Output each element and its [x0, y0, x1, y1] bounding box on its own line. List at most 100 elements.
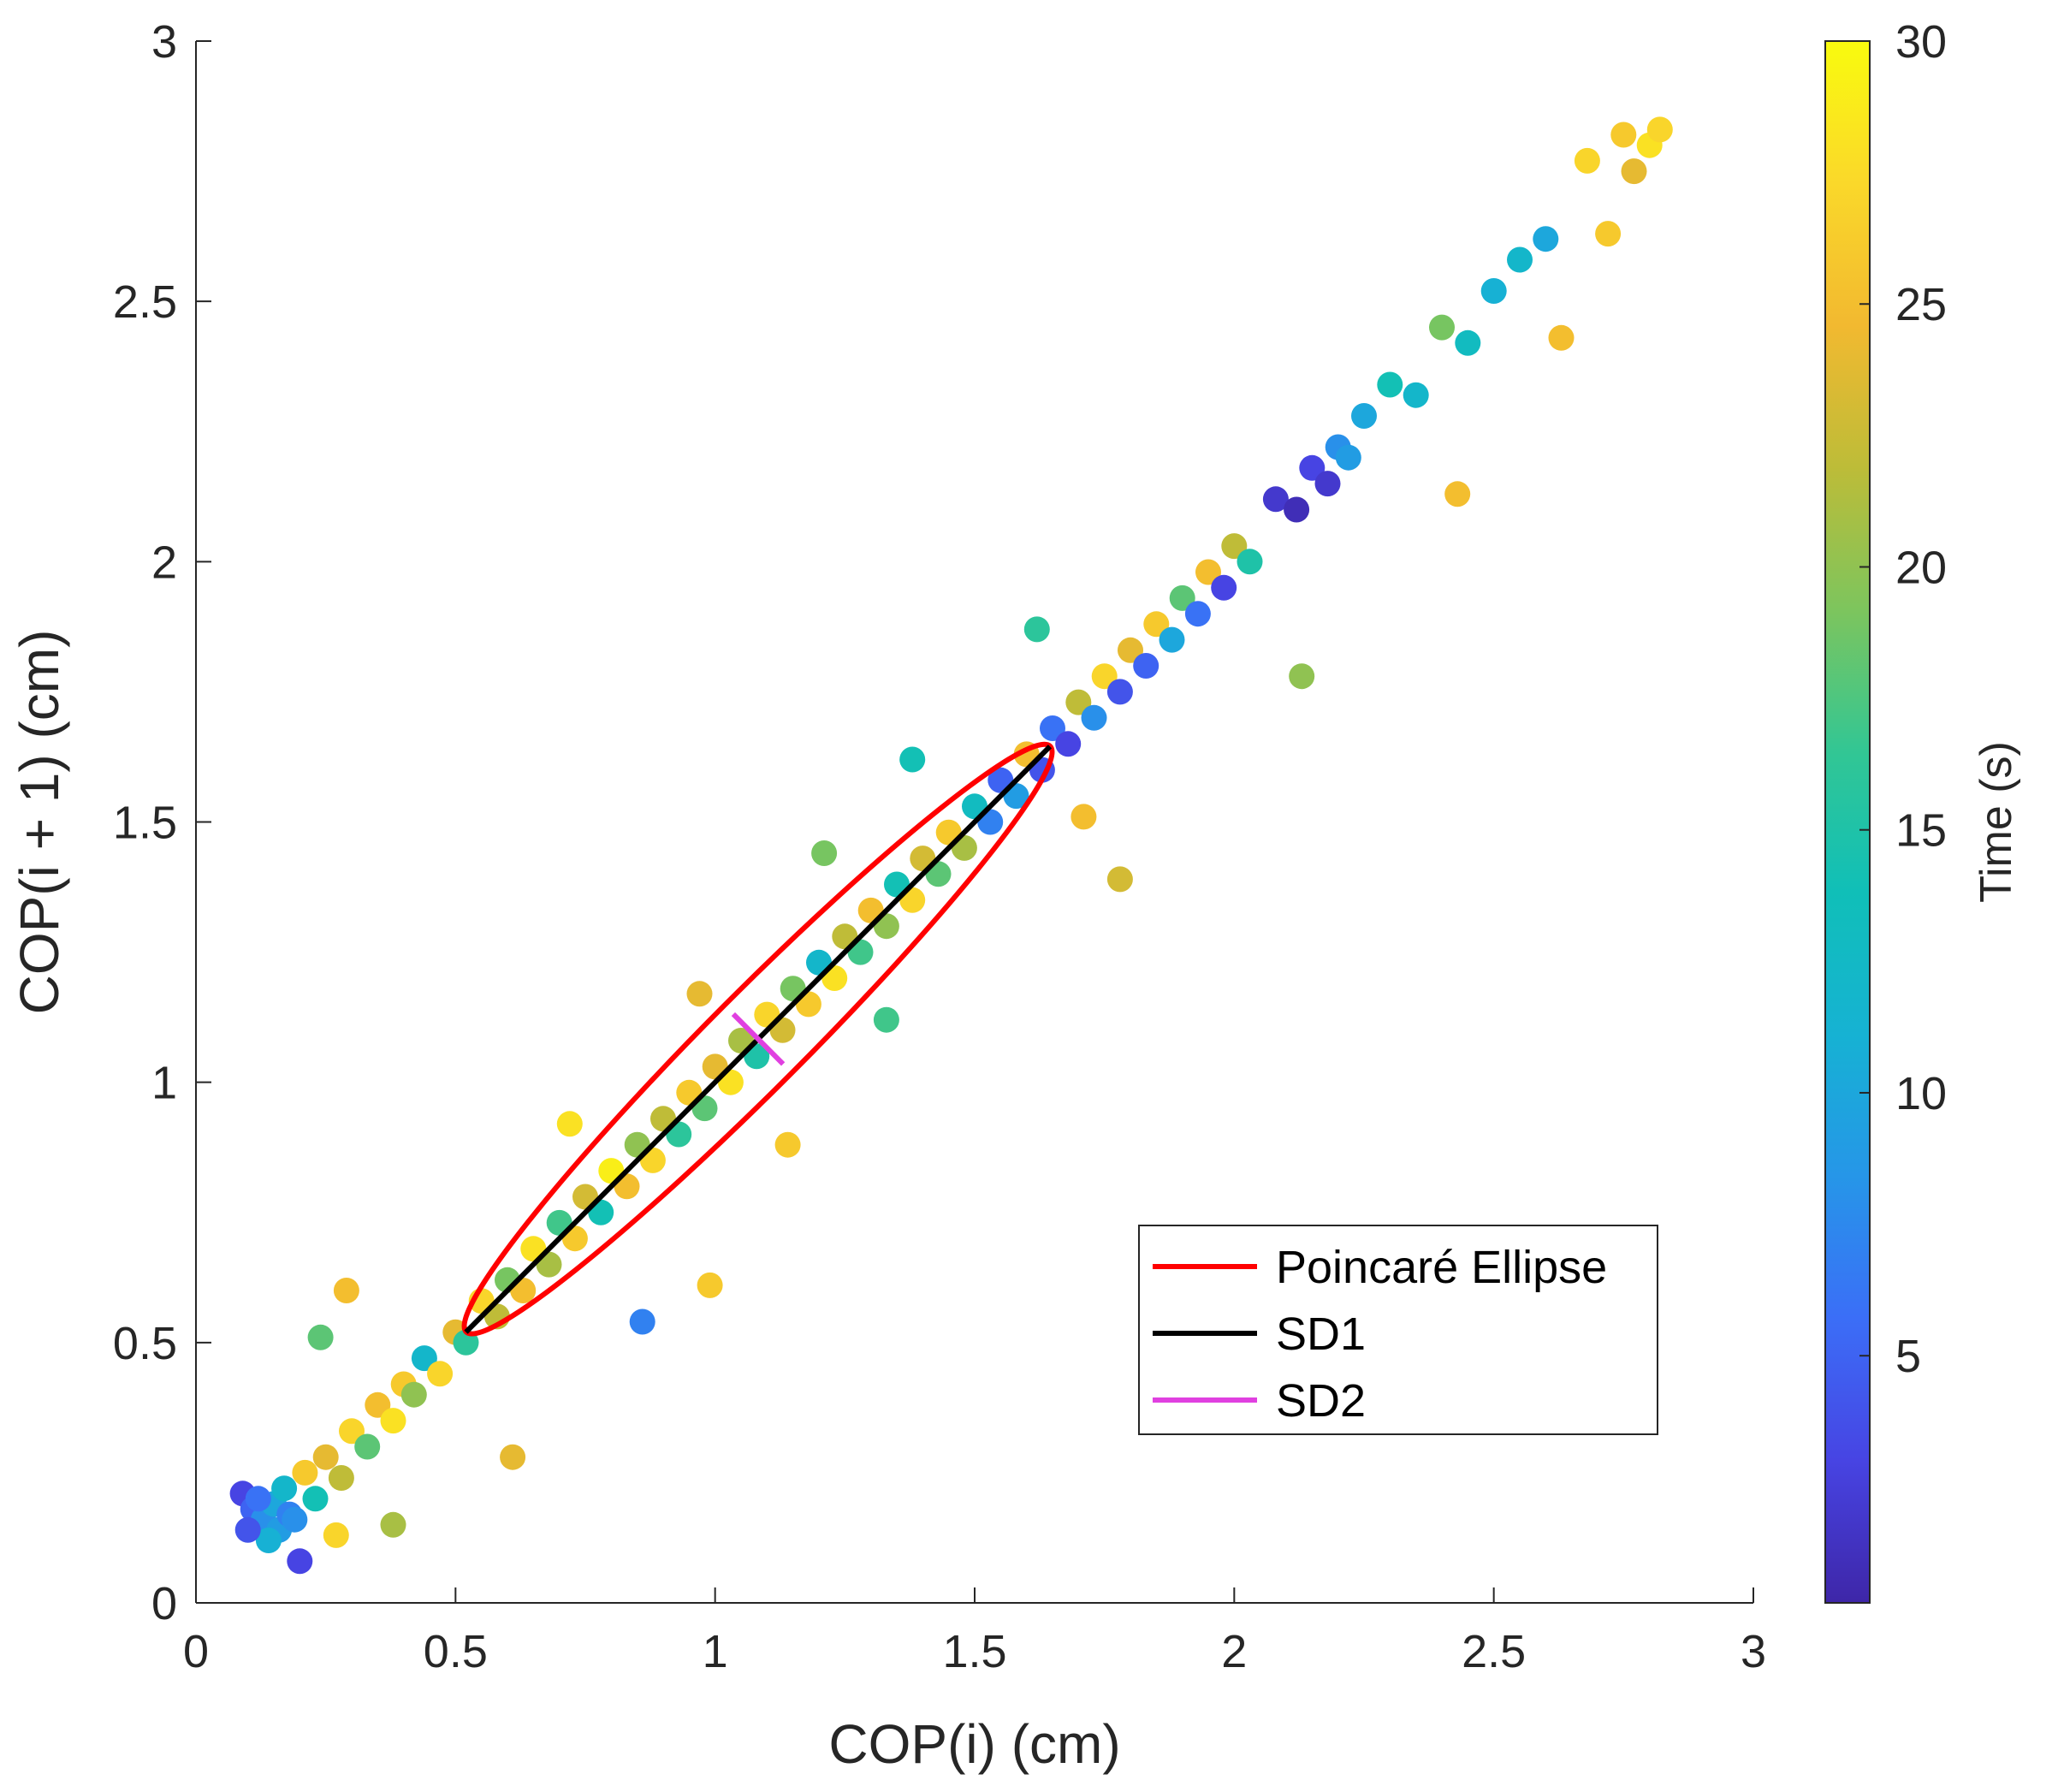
legend-label: SD1: [1276, 1308, 1366, 1360]
y-tick-label: 0: [151, 1578, 177, 1629]
scatter-point: [1351, 403, 1377, 429]
scatter-point: [302, 1486, 329, 1512]
y-axis-title: COP(i + 1) (cm): [9, 630, 70, 1015]
colorbar-tick-label: 20: [1895, 542, 1947, 593]
scatter-point: [1055, 731, 1082, 757]
scatter-point: [1211, 574, 1237, 601]
scatter-point: [1118, 637, 1143, 663]
scatter-point: [400, 1381, 427, 1408]
legend-label: Poincaré Ellipse: [1276, 1242, 1607, 1293]
scatter-point: [1106, 679, 1133, 705]
scatter-point: [234, 1516, 261, 1543]
scatter-point: [1091, 663, 1118, 690]
scatter-point: [1548, 324, 1575, 351]
scatter-point: [1533, 226, 1559, 252]
x-tick-label: 0: [183, 1626, 209, 1677]
scatter-point: [307, 1324, 334, 1350]
colorbar-tick-label: 5: [1895, 1331, 1921, 1382]
scatter-point: [686, 981, 713, 1007]
colorbar-tick-label: 25: [1895, 279, 1947, 330]
scatter-point: [1195, 559, 1221, 585]
scatter-point: [1133, 653, 1159, 679]
scatter-point: [255, 1528, 282, 1553]
y-tick-label: 1: [151, 1058, 177, 1109]
scatter-point: [354, 1433, 381, 1460]
sd2-line: [731, 1012, 786, 1066]
scatter-point: [500, 1444, 526, 1470]
scatter-point: [556, 1111, 583, 1137]
scatter-point: [1081, 704, 1107, 731]
scatter-point: [697, 1272, 723, 1298]
scatter-point: [328, 1465, 354, 1491]
y-tick-label: 1.5: [113, 798, 177, 849]
scatter-point: [287, 1548, 313, 1575]
scatter-point: [1455, 329, 1481, 356]
x-tick-label: 1.5: [942, 1626, 1006, 1677]
scatter-point: [873, 1006, 899, 1033]
colorbar-tick-label: 15: [1895, 805, 1947, 857]
scatter-point: [1314, 471, 1341, 497]
colorbar-title: Time (s): [1972, 741, 2021, 903]
scatter-point: [1106, 866, 1133, 893]
scatter-point: [1262, 486, 1289, 513]
scatter-point: [245, 1486, 271, 1512]
scatter-point: [1040, 715, 1065, 741]
scatter-point: [1023, 616, 1050, 643]
scatter-point: [1595, 221, 1622, 247]
points-layer: [229, 116, 1673, 1575]
scatter-point: [1071, 804, 1097, 830]
scatter-point: [1237, 549, 1263, 575]
scatter-point: [1159, 626, 1185, 653]
legend-label: SD2: [1276, 1375, 1366, 1427]
scatter-point: [1646, 116, 1673, 143]
x-tick-label: 2: [1221, 1626, 1247, 1677]
scatter-point: [1507, 246, 1533, 273]
scatter-point: [282, 1506, 308, 1533]
scatter-point: [1065, 689, 1092, 715]
scatter-point: [365, 1391, 391, 1418]
scatter-point: [1377, 371, 1403, 398]
scatter-point: [1335, 444, 1361, 471]
scatter-point: [411, 1345, 437, 1372]
scatter-point: [271, 1475, 298, 1502]
scatter-point: [811, 840, 838, 866]
scatter-point: [333, 1278, 359, 1303]
x-tick-label: 1: [703, 1626, 728, 1677]
colorbar-tick-label: 30: [1895, 16, 1947, 68]
x-tick-label: 2.5: [1462, 1626, 1526, 1677]
scatter-point: [1169, 584, 1195, 611]
scatter-point: [380, 1511, 406, 1538]
scatter-point: [1444, 481, 1471, 507]
y-tick-label: 3: [151, 16, 177, 68]
scatter-point: [1610, 122, 1637, 148]
scatter-point: [1221, 533, 1248, 560]
scatter-point: [1284, 496, 1310, 523]
scatter-point: [1480, 278, 1507, 304]
y-tick-label: 0.5: [113, 1318, 177, 1369]
scatter-point: [899, 746, 926, 773]
x-tick-label: 0.5: [424, 1626, 488, 1677]
y-tick-label: 2.5: [113, 276, 177, 328]
scatter-point: [1403, 382, 1429, 408]
scatter-point: [629, 1308, 655, 1335]
scatter-point: [1184, 601, 1211, 627]
scatter-point: [312, 1444, 339, 1470]
scatter-point: [380, 1408, 406, 1434]
scatter-point: [1143, 611, 1170, 638]
scatter-point: [1299, 454, 1326, 481]
colorbar-tick-label: 10: [1895, 1068, 1947, 1119]
colorbar: [1824, 40, 1871, 1604]
scatter-point: [1429, 314, 1455, 341]
x-axis-title: COP(i) (cm): [828, 1713, 1120, 1775]
scatter-point: [339, 1418, 365, 1445]
scatter-point: [292, 1459, 318, 1486]
scatter-point: [1574, 147, 1600, 174]
scatter-point: [427, 1361, 454, 1387]
scatter-point: [323, 1522, 349, 1548]
x-tick-label: 3: [1741, 1626, 1766, 1677]
scatter-point: [1289, 663, 1315, 690]
scatter-point: [1621, 158, 1647, 185]
scatter-point: [774, 1131, 801, 1158]
